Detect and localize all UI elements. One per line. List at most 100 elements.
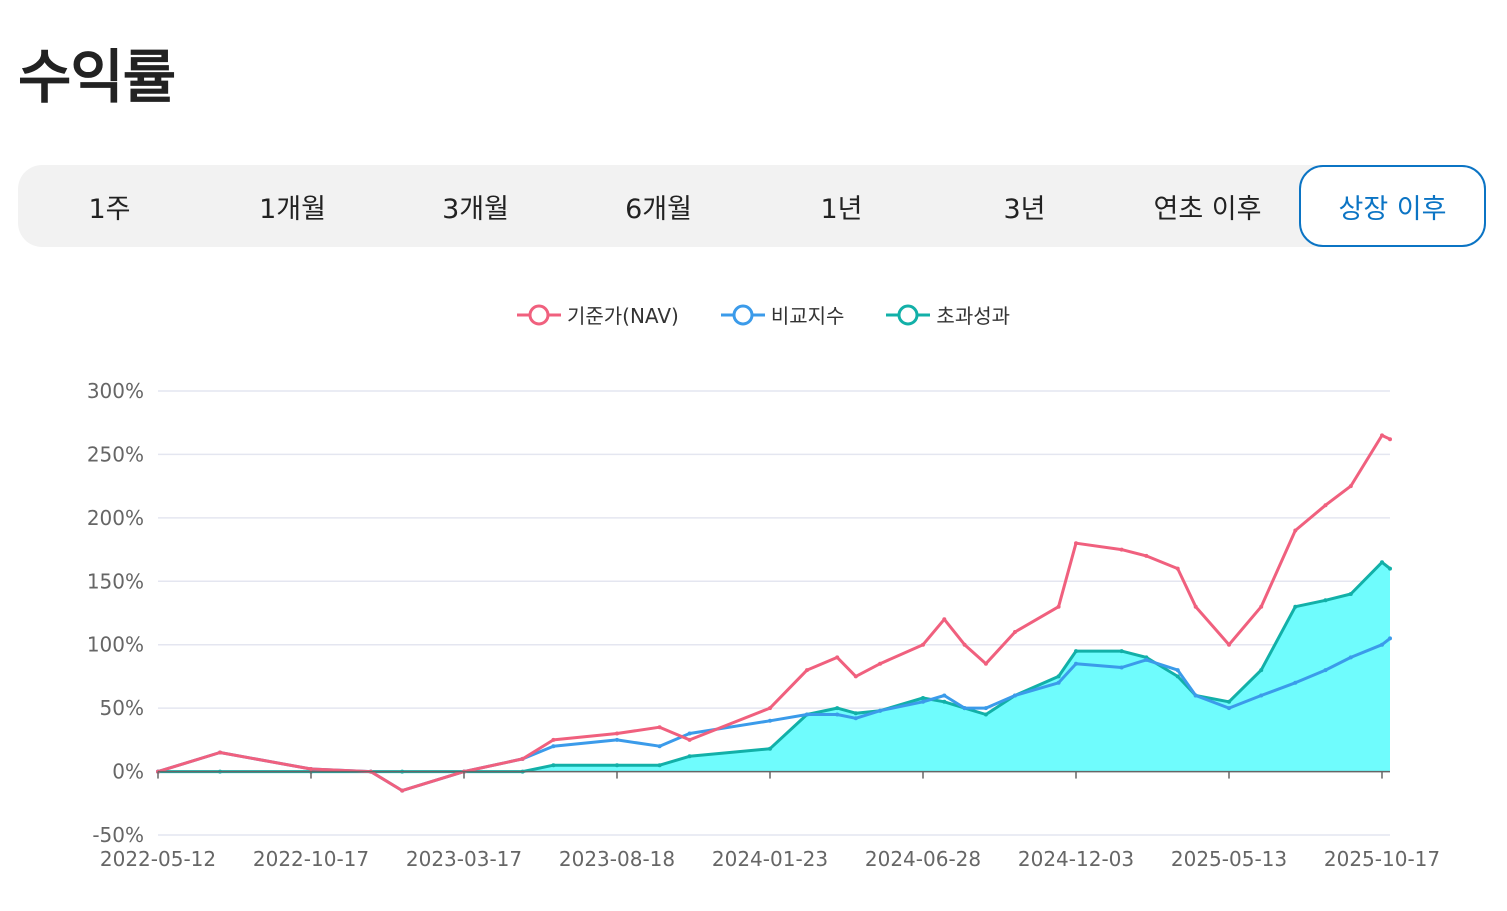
data-point bbox=[962, 642, 967, 647]
data-point bbox=[835, 712, 840, 717]
legend-item-benchmark[interactable]: 비교지수 bbox=[701, 300, 845, 329]
data-point bbox=[878, 661, 883, 666]
data-point bbox=[1348, 655, 1353, 660]
data-point bbox=[942, 617, 947, 622]
data-point bbox=[1293, 680, 1298, 685]
tab-ytd[interactable]: 연초 이후 bbox=[1153, 193, 1262, 225]
data-point bbox=[921, 642, 925, 647]
data-point bbox=[1380, 433, 1384, 438]
x-tick-label: 2025-10-17 bbox=[1324, 847, 1440, 871]
legend-nav-label: 기준가(NAV) bbox=[566, 304, 679, 328]
data-point bbox=[551, 763, 556, 768]
data-point bbox=[1175, 668, 1180, 673]
data-point bbox=[1144, 657, 1149, 662]
data-point bbox=[1259, 693, 1264, 698]
tab-3-years[interactable]: 3년 bbox=[1003, 193, 1046, 225]
data-point bbox=[1193, 604, 1198, 609]
data-point bbox=[1388, 636, 1392, 641]
data-point bbox=[768, 706, 772, 711]
data-point bbox=[1348, 484, 1353, 489]
series-area-excess bbox=[158, 562, 1390, 772]
data-point bbox=[687, 754, 692, 759]
data-point bbox=[805, 668, 809, 673]
series-layer bbox=[156, 433, 1392, 793]
data-point bbox=[218, 750, 222, 755]
data-point bbox=[615, 731, 619, 736]
tab-1-year[interactable]: 1년 bbox=[820, 193, 863, 225]
data-point bbox=[853, 716, 858, 721]
data-point bbox=[1259, 604, 1264, 609]
data-point bbox=[1259, 668, 1264, 673]
data-point bbox=[1388, 437, 1392, 442]
data-point bbox=[1227, 706, 1231, 711]
data-point bbox=[1056, 680, 1061, 685]
data-point bbox=[921, 699, 925, 704]
data-point bbox=[983, 712, 988, 717]
legend-item-excess[interactable]: 초과성과 bbox=[866, 300, 1010, 329]
data-point bbox=[657, 725, 662, 730]
data-point bbox=[853, 674, 858, 679]
data-point bbox=[942, 699, 947, 704]
data-point bbox=[615, 763, 619, 768]
x-tick-label: 2022-05-12 bbox=[100, 847, 216, 871]
data-point bbox=[983, 706, 988, 711]
data-point bbox=[657, 763, 662, 768]
tab-3-months[interactable]: 3개월 bbox=[442, 193, 509, 225]
data-point bbox=[1119, 665, 1124, 670]
data-point bbox=[1013, 693, 1017, 698]
data-point bbox=[962, 706, 967, 711]
data-point bbox=[1175, 674, 1180, 679]
legend-excess-marker-icon bbox=[886, 304, 931, 325]
data-point bbox=[1293, 604, 1298, 609]
data-point bbox=[520, 756, 525, 761]
tab-1-month[interactable]: 1개월 bbox=[259, 193, 326, 225]
y-tick-label: 150% bbox=[87, 569, 144, 593]
x-tick-label: 2022-10-17 bbox=[253, 847, 369, 871]
data-point bbox=[1323, 503, 1328, 508]
period-tabs: 1주 1개월 3개월 6개월 1년 3년 연초 이후 상장 이후 bbox=[18, 165, 1486, 247]
tab-1-week[interactable]: 1주 bbox=[88, 193, 131, 225]
data-point bbox=[1388, 566, 1392, 571]
data-point bbox=[835, 655, 840, 660]
data-point bbox=[657, 744, 662, 749]
data-point bbox=[687, 737, 692, 742]
data-point bbox=[1193, 693, 1198, 698]
data-point bbox=[1144, 553, 1149, 558]
data-point bbox=[1323, 668, 1328, 673]
y-tick-label: 250% bbox=[87, 442, 144, 466]
data-point bbox=[1227, 642, 1231, 647]
data-point bbox=[942, 693, 947, 698]
x-tick-label: 2023-03-17 bbox=[406, 847, 522, 871]
data-point bbox=[615, 737, 619, 742]
legend-benchmark-label: 비교지수 bbox=[770, 304, 845, 328]
data-point bbox=[687, 731, 692, 736]
data-point bbox=[1119, 649, 1124, 654]
data-point bbox=[551, 744, 556, 749]
y-tick-label: -50% bbox=[92, 823, 144, 847]
data-point bbox=[983, 661, 988, 666]
x-tick-label: 2024-01-23 bbox=[712, 847, 828, 871]
chart-legend: 기준가(NAV) 비교지수 초과성과 bbox=[0, 300, 1507, 329]
data-point bbox=[551, 737, 556, 742]
page-title: 수익률 bbox=[18, 43, 176, 111]
data-point bbox=[1119, 547, 1124, 552]
legend-benchmark-marker-icon bbox=[720, 304, 765, 325]
data-point bbox=[1380, 642, 1384, 647]
y-tick-label: 200% bbox=[87, 506, 144, 530]
data-point bbox=[400, 788, 405, 793]
x-tick-label: 2024-12-03 bbox=[1018, 847, 1134, 871]
data-point bbox=[309, 767, 313, 771]
tab-since-listing[interactable]: 상장 이후 bbox=[1299, 165, 1486, 247]
data-point bbox=[768, 718, 772, 723]
data-point bbox=[1175, 566, 1180, 571]
data-point bbox=[1056, 604, 1061, 609]
y-tick-label: 50% bbox=[100, 696, 144, 720]
legend-item-nav[interactable]: 기준가(NAV) bbox=[497, 300, 679, 329]
data-point bbox=[1074, 541, 1078, 546]
y-tick-label: 0% bbox=[112, 760, 144, 784]
tab-6-months[interactable]: 6개월 bbox=[625, 193, 692, 225]
axes: 300% 250% 200% 150% 100% 50% 0% -50%2022-05-12 2… bbox=[87, 379, 1440, 871]
y-tick-label: 100% bbox=[87, 633, 144, 657]
x-tick-label: 2025-05-13 bbox=[1171, 847, 1287, 871]
